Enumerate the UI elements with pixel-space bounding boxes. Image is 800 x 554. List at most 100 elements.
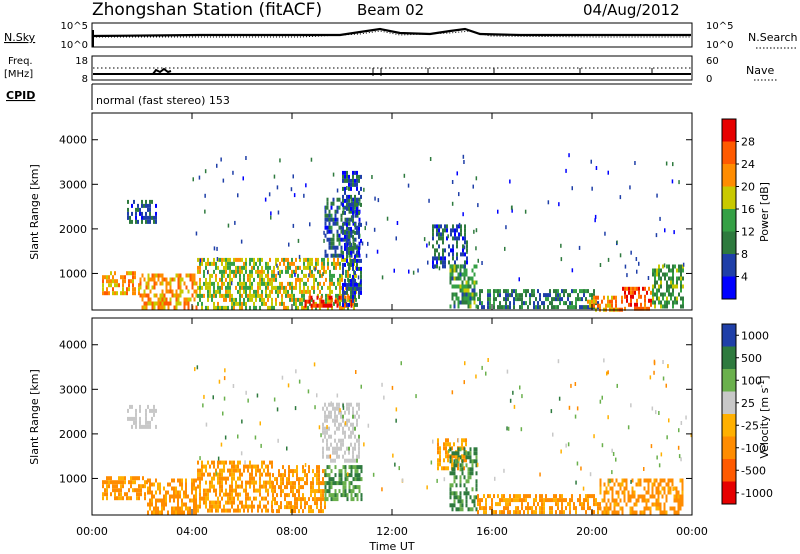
data-cell-region-10: [513, 289, 515, 294]
data-cell-region-3: [269, 293, 271, 298]
data-cell-region-5: [139, 416, 141, 421]
scatter-echo: [580, 466, 582, 471]
data-cell-region-10: [625, 478, 628, 483]
data-cell-region-2: [229, 297, 231, 302]
data-cell-region-11: [593, 303, 595, 308]
data-cell-region-9: [501, 494, 503, 499]
data-cell-region-10: [585, 297, 587, 302]
scatter-echo: [336, 188, 339, 193]
data-cell-region-2: [247, 480, 249, 485]
data-cell-region-8: [475, 471, 478, 476]
data-cell-region-2: [231, 484, 233, 489]
data-cell-region-7: [352, 286, 354, 291]
data-cell-region-2: [223, 508, 225, 513]
scatter-echo: [667, 364, 669, 369]
data-cell-region-6: [346, 422, 348, 427]
data-cell-region-1: [169, 277, 172, 282]
data-cell-region-3: [289, 293, 291, 298]
data-cell-region-2: [251, 504, 253, 509]
data-cell-region-1: [185, 273, 188, 278]
data-cell-region-9: [519, 494, 521, 499]
data-cell-region-2: [201, 301, 203, 306]
data-cell-region-6: [350, 253, 353, 258]
x-tick-label: 08:00: [276, 525, 308, 538]
data-cell-region-10: [527, 305, 529, 310]
data-cell-region-10: [611, 490, 614, 495]
data-cell-region-8: [436, 232, 438, 237]
scatter-echo: [346, 186, 348, 190]
data-cell-region-2: [245, 293, 247, 298]
data-cell-region-11: [607, 295, 609, 300]
data-cell-region-10: [669, 490, 672, 495]
data-cell-region-1: [173, 498, 175, 503]
data-cell-region-9: [583, 498, 585, 503]
data-cell-region-9: [529, 506, 531, 511]
data-cell-region-2: [251, 464, 253, 469]
data-cell-region-8: [461, 459, 464, 464]
data-cell-region-0: [122, 484, 124, 489]
data-cell-region-1: [191, 285, 194, 290]
data-cell-region-2: [221, 496, 223, 501]
data-cell-region-4: [348, 465, 351, 470]
data-cell-region-2: [237, 464, 239, 469]
data-cell-region-5: [155, 408, 157, 413]
data-cell-region-2: [271, 500, 273, 505]
data-cell-region-0: [106, 275, 108, 280]
data-cell-region-2: [267, 508, 269, 513]
data-cell-region-4: [342, 481, 345, 486]
data-cell-region-2: [235, 273, 237, 278]
data-cell-region-9: [569, 502, 571, 507]
data-cell-region-4: [304, 303, 307, 308]
data-cell-region-10: [647, 490, 650, 495]
data-cell-region-3: [329, 281, 331, 286]
data-cell-region-9: [451, 264, 454, 269]
data-cell-region-8: [449, 495, 452, 500]
data-cell-region-1: [165, 297, 168, 302]
data-cell-region-4: [308, 299, 311, 304]
data-cell-region-10: [559, 301, 561, 306]
data-cell-region-1: [163, 305, 166, 310]
data-cell-region-2: [225, 476, 227, 481]
data-cell-region-8: [434, 252, 436, 257]
data-cell-region-7: [354, 286, 356, 291]
data-cell-region-3: [311, 257, 313, 262]
data-cell-region-4: [352, 489, 355, 494]
data-cell-region-2: [227, 257, 229, 262]
data-cell-region-7: [354, 198, 356, 203]
data-cell-region-4: [354, 485, 357, 490]
data-cell-region-12: [644, 302, 646, 307]
data-cell-region-6: [346, 418, 348, 423]
data-cell-region-2: [229, 265, 231, 270]
data-cell-region-3: [289, 285, 291, 290]
data-cell-region-1: [185, 478, 187, 483]
data-cell-region-2: [229, 281, 231, 286]
data-cell-region-8: [432, 224, 434, 229]
data-cell-region-2: [203, 293, 205, 298]
data-cell-region-9: [521, 506, 523, 511]
data-cell-region-9: [473, 300, 476, 305]
data-cell-region-1: [169, 494, 171, 499]
scatter-echo: [607, 370, 609, 375]
data-cell-region-7: [344, 190, 346, 195]
data-cell-region-6: [332, 221, 335, 226]
data-cell-region-3: [310, 485, 312, 490]
data-cell-region-2: [243, 277, 245, 282]
data-cell-region-7: [439, 458, 441, 463]
data-cell-region-4: [332, 481, 335, 486]
scatter-echo: [360, 384, 362, 389]
data-cell-region-4: [320, 299, 323, 304]
data-cell-region-9: [463, 300, 466, 305]
data-cell-region-2: [203, 257, 205, 262]
data-cell-region-3: [267, 281, 269, 286]
data-cell-region-8: [449, 491, 452, 496]
data-cell-region-2: [219, 285, 221, 290]
data-cell-region-3: [339, 305, 341, 310]
data-cell-region-2: [209, 484, 211, 489]
data-cell-region-10: [605, 502, 608, 507]
data-cell-region-11: [607, 303, 609, 308]
data-cell-region-6: [352, 422, 354, 427]
data-cell-region-2: [243, 508, 245, 513]
data-cell-region-10: [663, 478, 666, 483]
data-cell-region-2: [215, 468, 217, 473]
data-cell-region-2: [263, 468, 265, 473]
